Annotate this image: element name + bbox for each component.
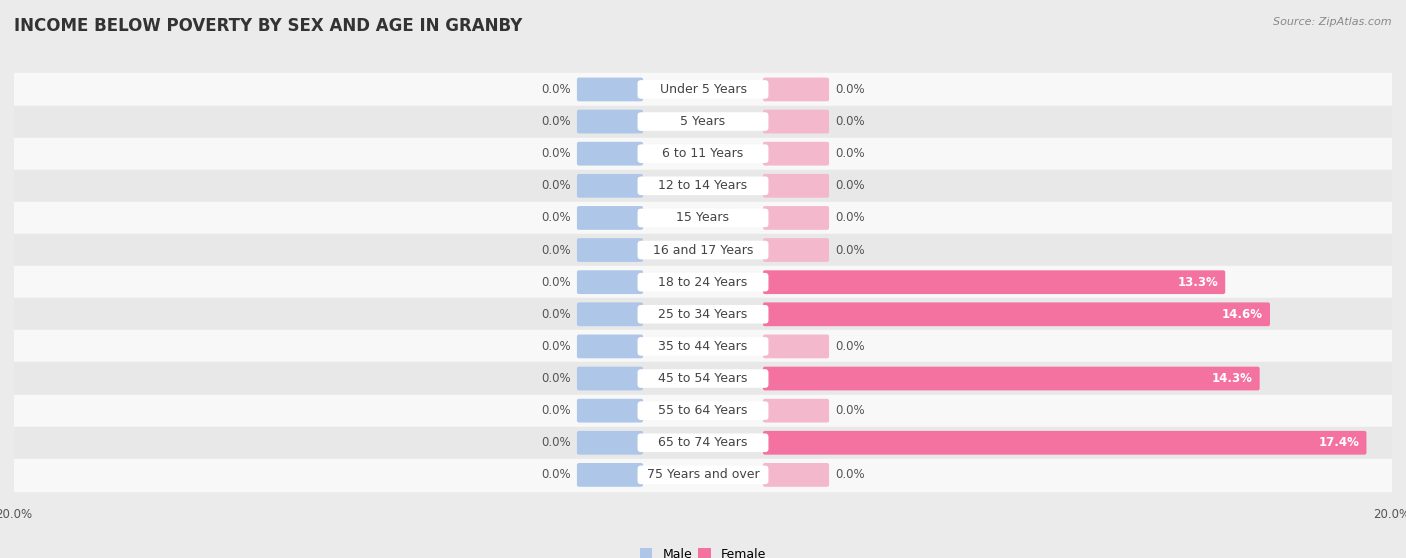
- FancyBboxPatch shape: [637, 112, 769, 131]
- FancyBboxPatch shape: [576, 78, 643, 102]
- Text: INCOME BELOW POVERTY BY SEX AND AGE IN GRANBY: INCOME BELOW POVERTY BY SEX AND AGE IN G…: [14, 17, 523, 35]
- FancyBboxPatch shape: [763, 110, 830, 133]
- Text: 0.0%: 0.0%: [835, 115, 865, 128]
- FancyBboxPatch shape: [576, 110, 643, 133]
- Text: 14.6%: 14.6%: [1222, 308, 1263, 321]
- FancyBboxPatch shape: [763, 270, 1225, 294]
- Text: 65 to 74 Years: 65 to 74 Years: [658, 436, 748, 449]
- FancyBboxPatch shape: [637, 434, 769, 452]
- FancyBboxPatch shape: [576, 142, 643, 166]
- FancyBboxPatch shape: [763, 206, 830, 230]
- Text: 0.0%: 0.0%: [541, 83, 571, 96]
- FancyBboxPatch shape: [576, 367, 643, 391]
- Text: 45 to 54 Years: 45 to 54 Years: [658, 372, 748, 385]
- FancyBboxPatch shape: [576, 238, 643, 262]
- Text: 0.0%: 0.0%: [835, 211, 865, 224]
- FancyBboxPatch shape: [637, 240, 769, 259]
- Text: 18 to 24 Years: 18 to 24 Years: [658, 276, 748, 288]
- FancyBboxPatch shape: [576, 463, 643, 487]
- Bar: [14, 234, 1392, 266]
- Text: 0.0%: 0.0%: [835, 404, 865, 417]
- Bar: [14, 105, 1392, 138]
- FancyBboxPatch shape: [637, 80, 769, 99]
- Text: 0.0%: 0.0%: [541, 436, 571, 449]
- Text: 14.3%: 14.3%: [1212, 372, 1253, 385]
- Text: 5 Years: 5 Years: [681, 115, 725, 128]
- Text: Under 5 Years: Under 5 Years: [659, 83, 747, 96]
- FancyBboxPatch shape: [763, 238, 830, 262]
- FancyBboxPatch shape: [637, 209, 769, 227]
- Text: 0.0%: 0.0%: [835, 243, 865, 257]
- FancyBboxPatch shape: [763, 302, 1270, 326]
- Text: 0.0%: 0.0%: [541, 468, 571, 482]
- FancyBboxPatch shape: [576, 206, 643, 230]
- Text: 75 Years and over: 75 Years and over: [647, 468, 759, 482]
- Bar: [14, 138, 1392, 170]
- FancyBboxPatch shape: [763, 335, 830, 358]
- Text: 12 to 14 Years: 12 to 14 Years: [658, 179, 748, 193]
- FancyBboxPatch shape: [637, 305, 769, 324]
- Text: 13.3%: 13.3%: [1177, 276, 1218, 288]
- Text: 0.0%: 0.0%: [541, 179, 571, 193]
- Legend: Male, Female: Male, Female: [636, 542, 770, 558]
- FancyBboxPatch shape: [637, 145, 769, 163]
- Text: 0.0%: 0.0%: [541, 115, 571, 128]
- FancyBboxPatch shape: [576, 302, 643, 326]
- Text: 0.0%: 0.0%: [541, 340, 571, 353]
- Text: 17.4%: 17.4%: [1319, 436, 1360, 449]
- Bar: [14, 298, 1392, 330]
- FancyBboxPatch shape: [763, 78, 830, 102]
- Text: 6 to 11 Years: 6 to 11 Years: [662, 147, 744, 160]
- Text: 0.0%: 0.0%: [541, 372, 571, 385]
- Text: 0.0%: 0.0%: [541, 147, 571, 160]
- FancyBboxPatch shape: [763, 367, 1260, 391]
- Bar: [14, 330, 1392, 363]
- Bar: [14, 395, 1392, 427]
- FancyBboxPatch shape: [763, 142, 830, 166]
- FancyBboxPatch shape: [763, 399, 830, 422]
- FancyBboxPatch shape: [576, 174, 643, 198]
- Text: 0.0%: 0.0%: [541, 308, 571, 321]
- Text: 0.0%: 0.0%: [541, 243, 571, 257]
- Text: 0.0%: 0.0%: [835, 147, 865, 160]
- Text: 16 and 17 Years: 16 and 17 Years: [652, 243, 754, 257]
- Text: 35 to 44 Years: 35 to 44 Years: [658, 340, 748, 353]
- Text: Source: ZipAtlas.com: Source: ZipAtlas.com: [1274, 17, 1392, 27]
- Text: 0.0%: 0.0%: [541, 404, 571, 417]
- Bar: [14, 363, 1392, 395]
- FancyBboxPatch shape: [637, 337, 769, 356]
- FancyBboxPatch shape: [576, 270, 643, 294]
- FancyBboxPatch shape: [763, 463, 830, 487]
- FancyBboxPatch shape: [637, 273, 769, 291]
- Bar: [14, 74, 1392, 105]
- Bar: [14, 427, 1392, 459]
- FancyBboxPatch shape: [763, 431, 1367, 455]
- Text: 15 Years: 15 Years: [676, 211, 730, 224]
- FancyBboxPatch shape: [637, 369, 769, 388]
- Text: 0.0%: 0.0%: [835, 83, 865, 96]
- Text: 55 to 64 Years: 55 to 64 Years: [658, 404, 748, 417]
- Text: 0.0%: 0.0%: [835, 179, 865, 193]
- FancyBboxPatch shape: [576, 431, 643, 455]
- FancyBboxPatch shape: [763, 174, 830, 198]
- FancyBboxPatch shape: [576, 335, 643, 358]
- Text: 0.0%: 0.0%: [541, 211, 571, 224]
- FancyBboxPatch shape: [637, 176, 769, 195]
- Bar: [14, 459, 1392, 491]
- FancyBboxPatch shape: [637, 401, 769, 420]
- Bar: [14, 202, 1392, 234]
- Text: 0.0%: 0.0%: [541, 276, 571, 288]
- Text: 25 to 34 Years: 25 to 34 Years: [658, 308, 748, 321]
- Text: 0.0%: 0.0%: [835, 340, 865, 353]
- Text: 0.0%: 0.0%: [835, 468, 865, 482]
- FancyBboxPatch shape: [637, 465, 769, 484]
- FancyBboxPatch shape: [576, 399, 643, 422]
- Bar: [14, 266, 1392, 298]
- Bar: [14, 170, 1392, 202]
